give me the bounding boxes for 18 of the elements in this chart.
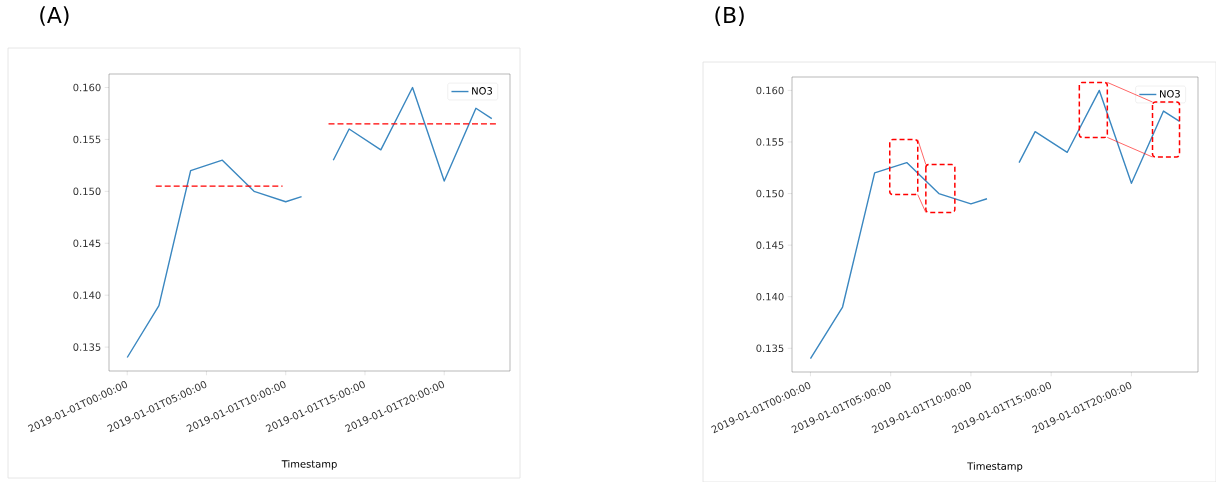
y-tick-label: 0.135 — [756, 344, 784, 353]
y-tick-label: 0.140 — [73, 291, 101, 299]
y-tick-label: 0.150 — [73, 187, 101, 196]
y-tick-label: 0.150 — [756, 189, 784, 198]
legend-label: NO3 — [472, 87, 492, 95]
y-tick-label: 0.155 — [73, 135, 101, 144]
x-axis-title: Timestamp — [281, 460, 337, 470]
chart-title: (B) — [715, 6, 744, 26]
chart-title: (A) — [40, 6, 69, 26]
y-tick-label: 0.145 — [73, 239, 101, 248]
y-tick-label: 0.155 — [756, 138, 784, 146]
y-tick-label: 0.140 — [756, 292, 784, 301]
y-tick-label: 0.145 — [756, 241, 784, 249]
y-tick-label: 0.160 — [73, 83, 101, 92]
x-axis-title: Timestamp — [967, 462, 1023, 472]
legend-label: NO3 — [1160, 90, 1180, 98]
y-tick-label: 0.135 — [73, 343, 101, 351]
y-tick-label: 0.160 — [756, 86, 784, 95]
